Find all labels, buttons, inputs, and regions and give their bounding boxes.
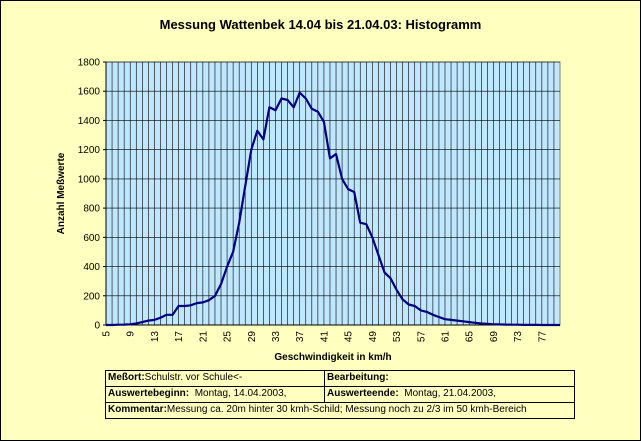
messort-value: Schulstr. vor Schule<-: [144, 372, 243, 383]
y-tick-label: 200: [83, 291, 100, 302]
x-tick-label: 73: [513, 331, 524, 343]
x-tick-label: 17: [174, 331, 185, 343]
y-tick-label: 0: [94, 321, 100, 332]
x-tick-label: 53: [392, 331, 403, 343]
y-tick-label: 600: [83, 233, 100, 244]
y-tick-label: 1000: [78, 174, 101, 185]
y-tick-label: 1400: [78, 116, 101, 127]
x-tick-label: 49: [368, 331, 379, 343]
x-tick-label: 57: [416, 331, 427, 343]
x-tick-label: 77: [537, 331, 548, 343]
auswertebeginn-value: Montag, 14.04.2003,: [194, 388, 287, 399]
y-tick-label: 1800: [78, 58, 101, 69]
series-line: [106, 91, 560, 327]
x-tick-label: 37: [295, 331, 306, 343]
y-tick-label: 800: [83, 204, 100, 215]
plot-area: [105, 61, 561, 326]
x-tick-label: 25: [223, 331, 234, 343]
info-row-dates: Auswertebeginn: Montag, 14.04.2003, Ausw…: [105, 386, 575, 402]
bearbeitung-label: Bearbeitung:: [327, 372, 389, 383]
x-tick-label: 45: [344, 331, 355, 343]
x-tick-label: 69: [489, 331, 500, 343]
x-tick-label: 33: [271, 331, 282, 343]
auswerteende-label: Auswerteende:: [327, 388, 399, 399]
info-row-comment: Kommentar:Messung ca. 20m hinter 30 kmh-…: [105, 402, 575, 419]
y-tick-label: 1200: [78, 145, 101, 156]
kommentar-label: Kommentar:: [108, 404, 167, 415]
x-tick-label: 61: [440, 331, 451, 343]
x-tick-label: 9: [126, 331, 137, 337]
messort-label: Meßort:: [108, 372, 145, 383]
x-tick-label: 65: [465, 331, 476, 343]
y-tick-label: 1600: [78, 87, 101, 98]
info-row-location: Meßort:Schulstr. vor Schule<- Bearbeitun…: [105, 370, 575, 386]
info-table: Meßort:Schulstr. vor Schule<- Bearbeitun…: [105, 370, 575, 419]
auswerteende-value: Montag, 21.04.2003,: [404, 388, 496, 399]
kommentar-value: Messung ca. 20m hinter 30 kmh-Schild; Me…: [166, 404, 527, 415]
x-tick-label: 29: [247, 331, 258, 343]
y-tick-label: 400: [83, 262, 100, 273]
y-axis-label: Anzahl Meßwerte: [56, 152, 67, 234]
x-tick-label: 13: [150, 331, 161, 343]
x-tick-label: 5: [102, 331, 113, 337]
chart-title: Messung Wattenbek 14.04 bis 21.04.03: Hi…: [159, 17, 482, 32]
x-axis-label: Geschwindigkeit in km/h: [274, 352, 391, 363]
auswertebeginn-label: Auswertebeginn:: [108, 388, 190, 399]
x-tick-label: 41: [319, 331, 330, 343]
x-tick-label: 21: [198, 331, 209, 343]
